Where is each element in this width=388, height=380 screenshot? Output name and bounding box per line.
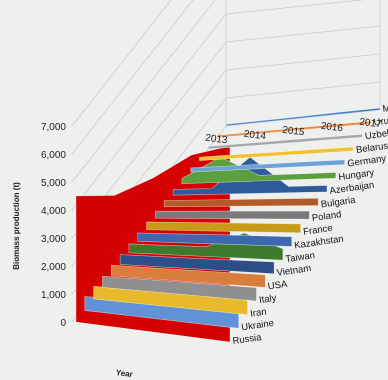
series-label: Uruguay bbox=[373, 113, 388, 129]
side-wall-gridline bbox=[71, 0, 172, 127]
y-axis-label: Biomass production (t) bbox=[12, 182, 21, 270]
x-tick-label: 2014 bbox=[243, 129, 267, 143]
series-label: Bulgaria bbox=[320, 195, 357, 211]
series-label: Ukraine bbox=[241, 318, 275, 333]
series-area-uruguay bbox=[216, 120, 372, 138]
series-area-uzbekistan bbox=[208, 133, 363, 150]
series-area-kazakhstan bbox=[137, 232, 293, 247]
series-label: Taiwan bbox=[285, 250, 316, 265]
y-tick-label: 1,000 bbox=[41, 290, 66, 301]
x-tick-label: 2016 bbox=[320, 121, 344, 135]
series-label: Hungary bbox=[338, 167, 375, 183]
series-area-hungary bbox=[181, 156, 337, 184]
x-tick-label: 2017 bbox=[359, 117, 383, 131]
series-label: Moldova bbox=[382, 99, 388, 115]
series-label: Russia bbox=[232, 332, 263, 347]
series-area-vietnam bbox=[119, 254, 275, 275]
series-label: France bbox=[302, 223, 333, 238]
series-label: USA bbox=[267, 279, 289, 293]
series-area-france bbox=[146, 221, 301, 234]
back-wall-gridline bbox=[225, 81, 381, 99]
y-tick-label: 6,000 bbox=[41, 150, 66, 161]
series-label: Iran bbox=[250, 307, 268, 320]
series-area-usa bbox=[110, 264, 266, 288]
x-tick-label: 2015 bbox=[282, 125, 306, 139]
y-tick-label: 0 bbox=[60, 318, 66, 329]
side-wall-gridline bbox=[71, 13, 227, 211]
back-wall-gridline bbox=[225, 0, 365, 15]
series-label: Vietnam bbox=[276, 263, 312, 279]
x-axis-label: Year bbox=[115, 368, 133, 379]
back-wall-gridline bbox=[225, 25, 381, 43]
series-area-bulgaria bbox=[163, 197, 319, 208]
side-wall-gridline bbox=[71, 0, 194, 155]
series-label: Belarus bbox=[355, 141, 388, 156]
x-tick-label: 2013 bbox=[205, 133, 229, 147]
side-wall-gridline bbox=[71, 0, 216, 183]
series-area-italy bbox=[102, 275, 257, 302]
back-wall-gridline bbox=[225, 53, 381, 71]
y-tick-label: 2,000 bbox=[41, 262, 66, 273]
y-tick-label: 3,000 bbox=[41, 234, 66, 245]
series-area-poland bbox=[155, 210, 310, 220]
series-label: Italy bbox=[258, 293, 277, 306]
series-area-germany bbox=[190, 159, 346, 173]
y-tick-label: 4,000 bbox=[41, 206, 66, 217]
series-label: Kazakhstan bbox=[294, 234, 345, 252]
series-label: Poland bbox=[311, 209, 342, 224]
y-tick-label: 5,000 bbox=[41, 178, 66, 189]
series-area-moldova bbox=[225, 107, 381, 127]
series-label: Germany bbox=[347, 153, 387, 169]
series-area-belarus bbox=[199, 146, 354, 161]
y-tick-label: 7,000 bbox=[41, 122, 66, 133]
